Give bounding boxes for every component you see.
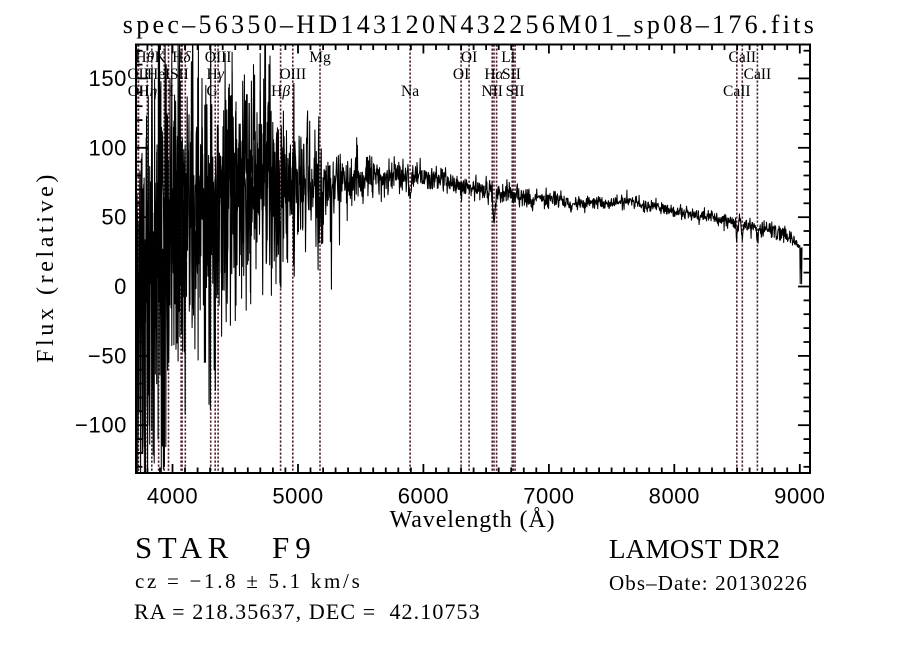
svg-text:Hθ: Hθ xyxy=(135,49,154,66)
svg-text:NII: NII xyxy=(481,83,503,100)
svg-text:4000: 4000 xyxy=(147,484,198,509)
svg-text:RA = 218.35637, DEC = 42.1075: RA = 218.35637, DEC = 42.10753 xyxy=(134,599,481,624)
svg-text:6000: 6000 xyxy=(398,484,449,509)
svg-text:7000: 7000 xyxy=(523,484,574,509)
svg-text:HeI: HeI xyxy=(147,66,170,83)
svg-text:CaII: CaII xyxy=(723,83,751,100)
svg-text:Hδ: Hδ xyxy=(172,49,191,66)
svg-text:Hγ: Hγ xyxy=(207,66,225,83)
svg-text:OI: OI xyxy=(461,49,477,66)
svg-text:SII: SII xyxy=(506,83,525,100)
svg-text:cz = −1.8 ± 5.1 km/s: cz = −1.8 ± 5.1 km/s xyxy=(135,569,362,593)
svg-text:100: 100 xyxy=(88,135,127,160)
svg-text:50: 50 xyxy=(101,205,127,230)
svg-text:OIII: OIII xyxy=(205,49,232,66)
svg-text:spec–56350–HD143120N432256M01_: spec–56350–HD143120N432256M01_sp08–176.f… xyxy=(123,10,817,39)
svg-text:F9: F9 xyxy=(272,530,317,565)
svg-text:SII: SII xyxy=(502,66,521,83)
svg-text:SII: SII xyxy=(170,66,189,83)
svg-text:OI: OI xyxy=(453,66,469,83)
svg-text:CaII: CaII xyxy=(744,66,772,83)
svg-text:Mg: Mg xyxy=(309,49,331,66)
svg-text:Wavelength (Å): Wavelength (Å) xyxy=(390,507,556,533)
svg-text:8000: 8000 xyxy=(649,484,700,509)
svg-text:Hη: Hη xyxy=(138,83,157,100)
svg-text:OIII: OIII xyxy=(279,66,306,83)
svg-text:5000: 5000 xyxy=(272,484,323,509)
svg-text:150: 150 xyxy=(88,66,127,91)
svg-text:−100: −100 xyxy=(75,413,127,438)
svg-text:9000: 9000 xyxy=(774,484,825,509)
svg-text:K: K xyxy=(155,49,167,66)
svg-text:H: H xyxy=(163,83,174,100)
svg-text:Na: Na xyxy=(401,83,419,100)
svg-text:CaII: CaII xyxy=(729,49,757,66)
svg-text:STAR: STAR xyxy=(135,530,234,565)
svg-text:Flux (relative): Flux (relative) xyxy=(33,171,59,363)
svg-text:Hβ: Hβ xyxy=(271,83,290,100)
svg-text:Obs–Date: 20130226: Obs–Date: 20130226 xyxy=(609,571,808,595)
svg-text:0: 0 xyxy=(114,274,127,299)
svg-text:G: G xyxy=(206,83,217,100)
svg-text:Hα: Hα xyxy=(484,66,504,83)
svg-text:Li: Li xyxy=(501,49,515,66)
svg-text:OII: OII xyxy=(128,83,150,100)
svg-text:LAMOST DR2: LAMOST DR2 xyxy=(609,534,780,564)
svg-text:OII: OII xyxy=(127,66,149,83)
svg-text:−50: −50 xyxy=(88,343,127,368)
